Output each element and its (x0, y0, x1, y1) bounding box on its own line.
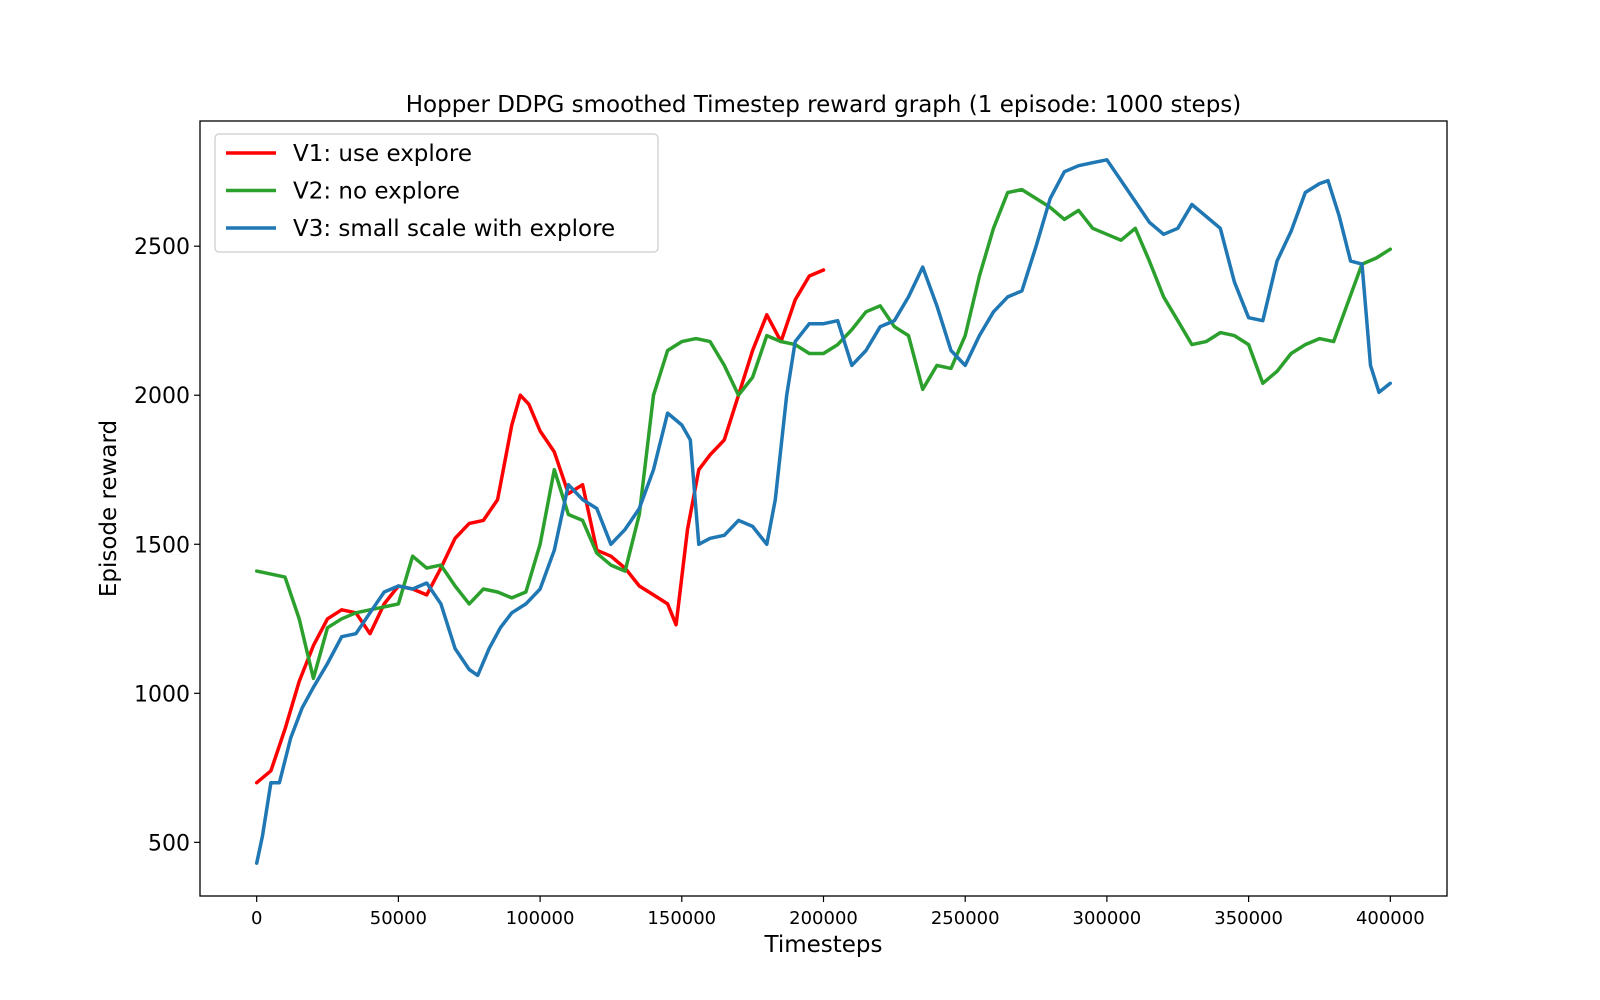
y-tick-label: 500 (148, 831, 190, 856)
x-tick-label: 0 (251, 908, 262, 929)
x-tick-label: 300000 (1073, 908, 1142, 929)
legend-label-v3: V3: small scale with explore (293, 216, 615, 242)
x-tick-label: 100000 (506, 908, 575, 929)
x-axis-label: Timesteps (763, 932, 882, 958)
plot-area (254, 158, 1393, 865)
x-tick-label: 350000 (1214, 908, 1283, 929)
legend-label-v2: V2: no explore (293, 179, 460, 205)
y-tick-label: 1500 (134, 533, 190, 558)
x-tick-label: 200000 (789, 908, 858, 929)
series-line-v2 (254, 187, 1393, 681)
x-tick-label: 50000 (370, 908, 427, 929)
legend: V1: use explore V2: no explore V3: small s… (214, 133, 659, 253)
x-tick-label: 250000 (931, 908, 1000, 929)
y-axis: 500 1000 1500 2000 2500 (134, 235, 200, 856)
x-tick-label: 400000 (1356, 908, 1425, 929)
y-tick-label: 2500 (134, 235, 190, 260)
chart-title: Hopper DDPG smoothed Timestep reward gra… (406, 92, 1242, 118)
y-axis-label: Episode reward (96, 420, 122, 597)
y-tick-label: 2000 (134, 384, 190, 409)
legend-box (214, 133, 659, 253)
series-line-v3 (254, 158, 1393, 865)
x-tick-label: 150000 (647, 908, 716, 929)
y-tick-label: 1000 (134, 682, 190, 707)
x-axis: 0 50000 100000 150000 200000 250000 300000 3500… (251, 896, 1425, 929)
legend-label-v1: V1: use explore (293, 141, 472, 167)
